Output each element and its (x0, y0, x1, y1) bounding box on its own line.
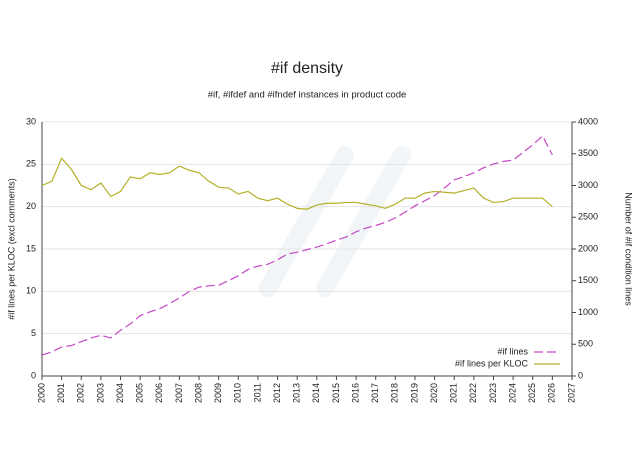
x-tick-label: 2016 (350, 383, 360, 403)
x-tick-label: 2001 (56, 383, 66, 403)
x-tick-label: 2013 (292, 383, 302, 403)
x-tick-label: 2007 (174, 383, 184, 403)
legend-label: #if lines per KLOC (455, 358, 529, 368)
y2-tick-label: 0 (578, 370, 583, 380)
y-tick-label: 25 (26, 159, 36, 169)
x-tick-label: 2017 (370, 383, 380, 403)
legend-label: #if lines (497, 346, 528, 356)
x-tick-label: 2014 (311, 383, 321, 403)
x-tick-label: 2020 (429, 383, 439, 403)
y2-tick-label: 3500 (578, 148, 598, 158)
x-tick-label: 2026 (547, 383, 557, 403)
chart-subtitle: #if, #ifdef and #ifndef instances in pro… (208, 90, 407, 101)
line (41, 157, 553, 210)
x-tick-label: 2025 (527, 383, 537, 403)
x-tick-label: 2015 (331, 383, 341, 403)
watermark (259, 146, 411, 297)
x-tick-label: 2009 (213, 383, 223, 403)
x-tick-label: 2021 (449, 383, 459, 403)
y-axis-label: #if lines per KLOC (excl comments) (6, 178, 16, 320)
x-tick-label: 2019 (409, 383, 419, 403)
x-tick-label: 2011 (252, 383, 262, 402)
y2-tick-label: 4000 (578, 116, 598, 126)
y2-tick-label: 1000 (578, 307, 598, 317)
x-tick-label: 2000 (36, 383, 46, 403)
y-tick-label: 10 (26, 286, 36, 296)
x-tick-label: 2027 (566, 383, 576, 403)
x-tick-label: 2012 (272, 383, 282, 403)
x-tick-label: 2024 (507, 383, 517, 403)
x-tick-label: 2023 (488, 383, 498, 403)
y2-tick-label: 1500 (578, 275, 598, 285)
x-tick-label: 2022 (468, 383, 478, 403)
x-tick-label: 2002 (76, 383, 86, 403)
x-tick-label: 2008 (193, 383, 203, 403)
y2-axis-label: Number of #if condition lines (624, 192, 634, 306)
y2-tick-label: 3000 (578, 180, 598, 190)
x-tick-label: 2005 (135, 383, 145, 403)
y-tick-label: 30 (26, 116, 36, 126)
x-tick-label: 2006 (154, 383, 164, 403)
y2-tick-label: 2500 (578, 212, 598, 222)
y-tick-label: 20 (26, 201, 36, 211)
y2-tick-label: 2000 (578, 243, 598, 253)
line (41, 135, 553, 356)
x-tick-label: 2003 (95, 383, 105, 403)
chart-title: #if density (271, 60, 343, 77)
y-tick-label: 5 (31, 328, 36, 338)
y-tick-label: 0 (31, 370, 36, 380)
x-tick-label: 2018 (390, 383, 400, 403)
x-tick-label: 2010 (233, 383, 243, 403)
y2-tick-label: 500 (578, 339, 593, 349)
y-tick-label: 15 (26, 243, 36, 253)
x-tick-label: 2004 (115, 383, 125, 403)
